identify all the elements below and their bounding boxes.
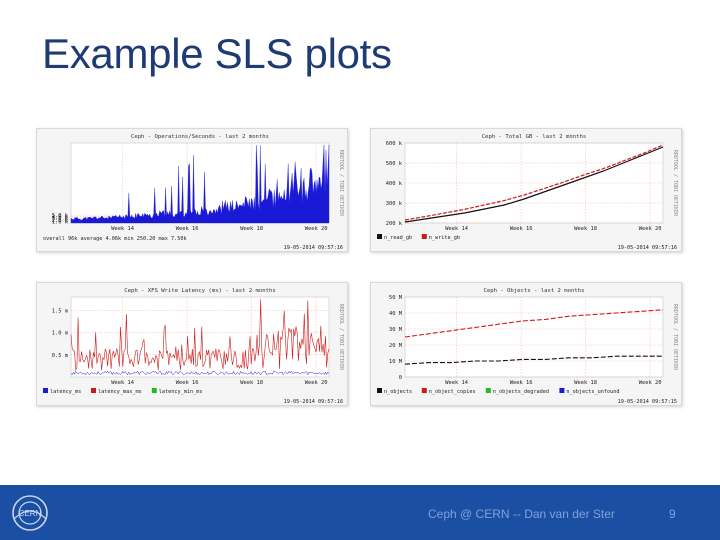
y-tick-label: 2.0 k (52, 218, 69, 224)
series-line-n_read_gb (404, 146, 664, 223)
objects-chart: Ceph - Objects - last 2 months RRDTOOL / … (377, 288, 678, 405)
chart-title: Ceph - Objects - last 2 months (483, 288, 584, 294)
x-tick-label: Week 14 (445, 226, 468, 232)
legend-swatch (485, 388, 491, 393)
y-tick-label: 50 M (389, 295, 403, 301)
svg-text:CERN: CERN (19, 509, 42, 518)
total-gb-chart: Ceph - Total GB - last 2 months RRDTOOL /… (377, 134, 678, 251)
y-tick-label: 1.0 k (52, 219, 69, 225)
y-tick-label: 0.5 m (52, 353, 68, 359)
legend-swatch (377, 234, 382, 239)
chart-panel-operations: Ceph - Operations/Seconds - last 2 month… (36, 128, 348, 252)
chart-title: Ceph - Operations/Seconds - last 2 month… (131, 134, 269, 140)
chart-panel-objects: Ceph - Objects - last 2 months RRDTOOL / … (370, 282, 682, 406)
x-tick-label: Week 14 (445, 380, 468, 386)
x-tick-label: Week 16 (176, 380, 199, 386)
legend-swatch (43, 388, 48, 393)
x-tick-label: Week 14 (111, 226, 134, 232)
operations-chart: Ceph - Operations/Seconds - last 2 month… (43, 134, 344, 251)
x-tick-label: Week 18 (240, 380, 263, 386)
side-label: RRDTOOL / TOBI OETIKER (672, 150, 678, 217)
y-tick-label: 1.5 m (52, 308, 68, 314)
x-tick-label: Week 20 (305, 226, 328, 232)
x-tick-label: Week 20 (639, 380, 662, 386)
write-latency-chart: Ceph - XFS Write Latency (ms) - last 2 m… (43, 288, 344, 405)
series-line-latency-max (70, 299, 330, 372)
y-tick-label: 3.0 k (52, 216, 69, 222)
series-line-n_objects (404, 355, 663, 365)
cern-logo-icon: CERN (12, 495, 48, 531)
chart-panel-total-gb: Ceph - Total GB - last 2 months RRDTOOL /… (370, 128, 682, 252)
series-area (70, 144, 330, 224)
y-tick-label: 0 (399, 375, 402, 381)
chart-timestamp: 19-05-2014 09:57:16 (284, 245, 343, 251)
legend-label: latency_min_ms (159, 389, 203, 395)
legend-swatch (421, 388, 427, 393)
y-tick-label: 500 k (386, 161, 403, 167)
x-tick-label: Week 14 (111, 380, 134, 386)
y-tick-label: 10 M (389, 359, 403, 365)
legend-swatch (421, 234, 427, 239)
y-tick-label: 300 k (386, 201, 403, 207)
legend-swatch (151, 388, 157, 393)
page-number: 9 (669, 507, 676, 521)
chart-timestamp: 19-05-2014 09:57:15 (618, 399, 677, 405)
chart-title: Ceph - Total GB - last 2 months (482, 134, 586, 140)
y-tick-label: 400 k (386, 181, 403, 187)
plot-area (404, 296, 664, 378)
y-tick-label: 200 k (386, 221, 403, 227)
legend-label: n_read_gb (384, 235, 412, 241)
series-line-latency (70, 370, 330, 376)
chart-title: Ceph - XFS Write Latency (ms) - last 2 m… (124, 288, 276, 294)
legend-swatch (559, 388, 565, 393)
legend-label: n_object_copies (429, 389, 476, 395)
y-tick-label: 600 k (386, 141, 403, 147)
x-tick-label: Week 18 (240, 226, 263, 232)
legend-label: n_objects (384, 389, 412, 395)
plot-area (70, 296, 330, 378)
footer-credit: Ceph @ CERN -- Dan van der Ster (428, 507, 615, 521)
side-label: RRDTOOL / TOBI OETIKER (338, 304, 344, 371)
x-tick-label: Week 16 (176, 226, 199, 232)
y-tick-label: 5.0 k (52, 213, 69, 219)
legend-label: latency_max_ms (98, 389, 142, 395)
series-line-n_write_gb (404, 144, 664, 221)
chart-panel-write-latency: Ceph - XFS Write Latency (ms) - last 2 m… (36, 282, 348, 406)
y-tick-label: 40 M (389, 311, 403, 317)
slide-title: Example SLS plots (42, 30, 392, 77)
x-tick-label: Week 18 (574, 380, 597, 386)
x-tick-label: Week 16 (510, 226, 533, 232)
x-tick-label: Week 16 (510, 380, 533, 386)
y-tick-label: 20 M (389, 343, 403, 349)
series-line-n_object_copies (404, 309, 664, 338)
chart-timestamp: 19-05-2014 09:57:16 (618, 245, 677, 251)
footer-bar: CERN Ceph @ CERN -- Dan van der Ster 9 (0, 485, 720, 540)
legend-label: latency_ms (50, 389, 81, 395)
side-label: RRDTOOL / TOBI OETIKER (338, 150, 344, 217)
x-tick-label: Week 20 (639, 226, 662, 232)
y-tick-label: 1.0 m (52, 331, 68, 337)
footer-stats: overall 96k average 4.06k min 250.20 max… (43, 236, 188, 242)
y-tick-label: 30 M (389, 327, 403, 333)
y-tick-label: 4.0 k (52, 215, 69, 221)
x-tick-label: Week 20 (305, 380, 328, 386)
chart-timestamp: 19-05-2014 09:57:16 (284, 399, 343, 405)
side-label: RRDTOOL / TOBI OETIKER (672, 304, 678, 371)
legend-label: n_write_gb (429, 235, 460, 241)
x-tick-label: Week 18 (574, 226, 597, 232)
legend-swatch (377, 388, 382, 393)
legend-swatch (91, 388, 96, 393)
legend-label: n_objects_unfound (566, 389, 619, 395)
legend-label: n_objects_degraded (493, 389, 549, 395)
